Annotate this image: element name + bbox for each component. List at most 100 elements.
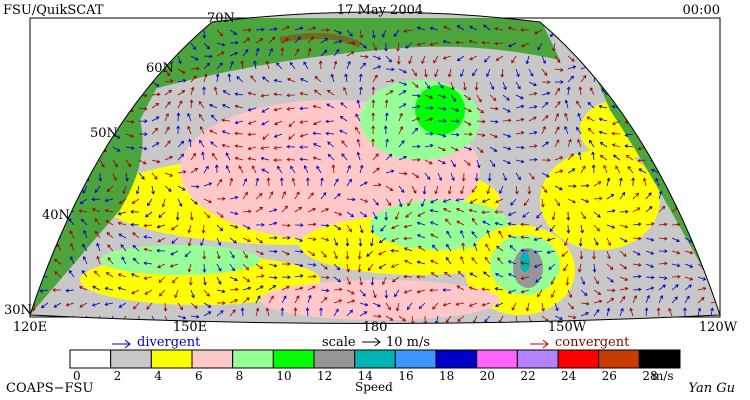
wind-arrow [177,170,187,174]
wind-arrow [408,55,413,65]
wind-arrow [510,198,517,206]
wind-arrow [268,47,273,57]
wind-arrow [463,94,472,101]
wind-arrow [151,116,160,122]
wind-arrow [346,276,351,286]
wind-arrow [658,222,668,227]
wind-arrow [273,92,283,97]
wind-arrow [216,178,223,187]
wind-arrow [327,153,335,161]
wind-arrow [198,113,205,122]
wind-arrow [216,29,224,37]
wind-arrow [268,275,278,280]
wind-arrow [592,263,597,273]
colorbar-swatch [354,349,396,369]
wind-arrow [546,237,556,242]
wind-arrow [211,152,218,161]
wind-arrow [567,153,574,161]
wind-arrow [498,230,504,239]
colorbar-unit: m/s [652,369,674,383]
wind-arrow [606,209,616,213]
wind-arrow [156,224,166,229]
wind-arrow [541,141,549,148]
wind-arrow [117,221,127,226]
wind-arrow [697,297,705,304]
wind-arrow [346,178,352,187]
wind-arrow [305,307,310,317]
wind-arrow [392,276,400,283]
wind-arrow [79,302,88,308]
wind-arrow [346,41,356,45]
wind-arrow [395,302,400,312]
wind-arrow [619,209,629,214]
wind-arrow [378,250,387,256]
wind-arrow [403,274,413,279]
wind-arrow [320,288,330,293]
wind-arrow [371,86,376,96]
wind-arrow [429,288,439,293]
wind-arrow [359,62,367,70]
wind-arrow [299,120,309,124]
wind-arrow [658,190,663,200]
wind-arrow [416,274,426,279]
wind-arrow [434,68,439,78]
wind-arrow [312,143,322,148]
wind-arrow [299,145,309,149]
wind-arrow [515,81,521,90]
wind-arrow [125,146,135,150]
wind-arrow [346,211,355,218]
wind-arrow [255,274,265,279]
wind-arrow [578,237,583,247]
wind-arrow [216,51,225,57]
wind-arrow [201,224,206,234]
wind-arrow [502,107,511,113]
wind-arrow [255,27,265,32]
wind-arrow [290,165,296,174]
wind-arrow [32,302,36,312]
wind-arrow [411,144,421,149]
wind-arrow [476,146,484,153]
wind-arrow [442,288,452,292]
wind-arrow [287,77,296,83]
wind-arrow [424,131,434,136]
wind-arrow [277,165,283,174]
wind-arrow [473,242,478,252]
wind-arrow [632,207,641,213]
wind-arrow [163,302,168,312]
wind-arrow [176,112,181,122]
wind-arrow [684,250,694,255]
wind-arrow [265,60,270,70]
wind-arrow [359,29,364,39]
wind-arrow [346,197,356,202]
wind-arrow [151,172,158,180]
wind-arrow [592,250,596,260]
wind-arrow [405,211,413,218]
wind-arrow [289,61,296,70]
wind-arrow [240,60,245,70]
wind-arrow [546,250,556,255]
wind-arrow [684,263,694,268]
wind-arrow [158,211,166,218]
wind-arrow [356,151,361,161]
wind-arrow [481,198,491,203]
wind-arrow [359,42,367,49]
footer-right: Yan Gu [688,381,735,396]
wind-arrow [416,26,426,31]
wind-arrow [494,41,504,46]
wind-arrow [286,144,296,149]
wind-arrow [358,73,363,83]
wind-arrow [442,39,452,44]
wind-arrow [398,126,404,135]
wind-arrow [432,302,439,310]
wind-arrow [333,49,340,57]
wind-arrow [468,208,478,213]
wind-arrow [484,256,491,265]
wind-arrow [216,42,226,47]
wind-arrow [255,193,263,200]
wind-arrow [94,218,101,226]
wind-arrow [587,102,595,109]
wind-arrow [385,90,394,96]
wind-arrow [151,185,155,195]
wind-arrow [371,99,376,109]
wind-arrow [253,60,257,70]
